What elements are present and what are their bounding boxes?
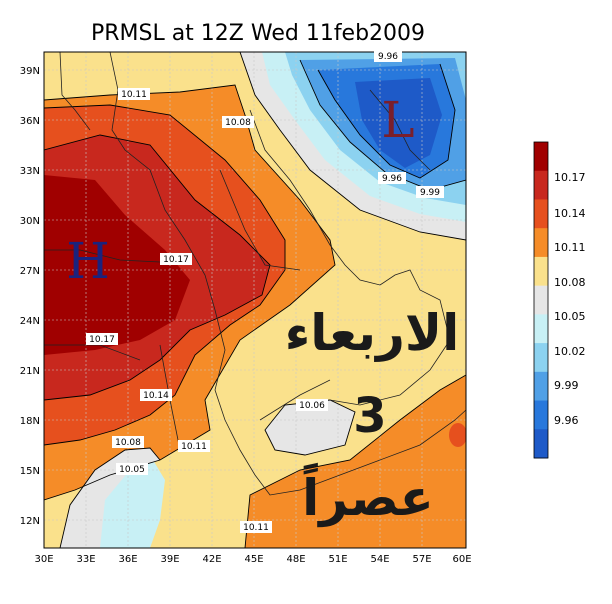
contour-label: 10.08 bbox=[222, 116, 254, 128]
contour-label: 10.11 bbox=[240, 521, 272, 533]
low-core bbox=[355, 78, 442, 168]
lat-tick: 36N bbox=[20, 116, 40, 127]
lon-tick: 57E bbox=[412, 554, 431, 565]
svg-text:10.14: 10.14 bbox=[143, 391, 169, 401]
lat-axis: 39N 36N 33N 30N 27N 24N 21N 18N 15N 12N bbox=[20, 66, 40, 527]
lon-tick: 51E bbox=[328, 554, 347, 565]
overlay-number: 3 bbox=[353, 388, 386, 444]
svg-text:10.08: 10.08 bbox=[115, 438, 141, 448]
band-southeast bbox=[245, 375, 466, 548]
low-pressure-marker: L bbox=[381, 91, 414, 149]
legend-swatch bbox=[534, 285, 548, 315]
svg-text:10.17: 10.17 bbox=[163, 255, 189, 265]
svg-text:9.99: 9.99 bbox=[420, 188, 440, 198]
lon-tick: 33E bbox=[76, 554, 95, 565]
lon-tick: 45E bbox=[244, 554, 263, 565]
svg-text:10.06: 10.06 bbox=[299, 401, 325, 411]
lon-tick: 42E bbox=[202, 554, 221, 565]
band-southeast-spot bbox=[449, 423, 466, 447]
contour-label: 10.17 bbox=[86, 333, 118, 345]
lon-tick: 30E bbox=[34, 554, 53, 565]
contour-label: 10.08 bbox=[112, 436, 144, 448]
legend-label: 10.08 bbox=[554, 276, 586, 289]
legend-swatch bbox=[534, 256, 548, 287]
lon-tick: 60E bbox=[452, 554, 471, 565]
contour-lines bbox=[44, 52, 466, 548]
lat-tick: 27N bbox=[20, 266, 40, 277]
lat-tick: 33N bbox=[20, 166, 40, 177]
lon-tick: 39E bbox=[160, 554, 179, 565]
legend-label: 10.02 bbox=[554, 345, 586, 358]
legend-swatch bbox=[534, 199, 548, 229]
coastlines bbox=[44, 52, 466, 496]
lon-tick: 48E bbox=[286, 554, 305, 565]
contour-label: 9.96 bbox=[374, 50, 402, 62]
legend-swatch bbox=[534, 400, 548, 430]
lat-tick: 39N bbox=[20, 66, 40, 77]
contour-label: 10.17 bbox=[160, 253, 192, 265]
legend-label: 10.17 bbox=[554, 171, 586, 184]
lon-tick: 54E bbox=[370, 554, 389, 565]
plot-frame bbox=[43, 51, 467, 549]
high-pressure-marker: H bbox=[66, 232, 110, 290]
svg-text:10.11: 10.11 bbox=[243, 523, 269, 533]
legend-swatch bbox=[534, 314, 548, 344]
contour-label: 10.06 bbox=[296, 399, 328, 411]
color-legend: 10.17 10.14 10.11 10.08 10.05 10.02 9.99… bbox=[533, 141, 586, 459]
lat-tick: 21N bbox=[20, 366, 40, 377]
legend-swatch bbox=[534, 170, 548, 200]
map-title: PRMSL at 12Z Wed 11feb2009 bbox=[91, 21, 425, 46]
legend-label: 10.05 bbox=[554, 310, 586, 323]
legend-swatch bbox=[534, 142, 548, 172]
legend-swatch bbox=[534, 429, 548, 459]
legend-label: 10.11 bbox=[554, 241, 586, 254]
legend-swatch bbox=[534, 371, 548, 402]
svg-text:10.17: 10.17 bbox=[89, 335, 115, 345]
contour-label: 9.96 bbox=[378, 172, 406, 184]
lat-tick: 30N bbox=[20, 216, 40, 227]
contour-label: 10.11 bbox=[118, 88, 150, 100]
svg-text:10.11: 10.11 bbox=[181, 442, 207, 452]
svg-text:9.96: 9.96 bbox=[378, 52, 398, 62]
svg-text:10.11: 10.11 bbox=[121, 90, 147, 100]
svg-text:10.05: 10.05 bbox=[119, 465, 145, 475]
lat-tick: 18N bbox=[20, 416, 40, 427]
band-south-gray bbox=[60, 448, 160, 548]
legend-swatch bbox=[534, 228, 548, 258]
legend-label: 9.99 bbox=[554, 379, 579, 392]
svg-text:10.08: 10.08 bbox=[225, 118, 251, 128]
legend-label: 9.96 bbox=[554, 414, 579, 427]
lat-tick: 24N bbox=[20, 316, 40, 327]
contour-label: 9.99 bbox=[416, 186, 444, 198]
svg-text:9.96: 9.96 bbox=[382, 174, 402, 184]
legend-swatch bbox=[534, 343, 548, 373]
lat-tick: 12N bbox=[20, 516, 40, 527]
contour-label: 10.11 bbox=[178, 440, 210, 452]
contour-label: 10.14 bbox=[140, 389, 172, 401]
pressure-field bbox=[44, 52, 466, 548]
overlay-day: الاربعاء bbox=[285, 304, 460, 362]
overlay-time: عصراً bbox=[302, 462, 434, 528]
lat-tick: 15N bbox=[20, 466, 40, 477]
contour-labels: 9.96 10.11 10.08 9.96 9.99 10.17 10.17 1… bbox=[86, 50, 444, 533]
band-east-gray bbox=[265, 400, 355, 455]
lon-tick: 36E bbox=[118, 554, 137, 565]
band-south-blue bbox=[95, 455, 165, 548]
contour-label: 10.05 bbox=[116, 463, 148, 475]
legend-label: 10.14 bbox=[554, 207, 586, 220]
lon-axis: 30E 33E 36E 39E 42E 45E 48E 51E 54E 57E … bbox=[34, 554, 471, 565]
